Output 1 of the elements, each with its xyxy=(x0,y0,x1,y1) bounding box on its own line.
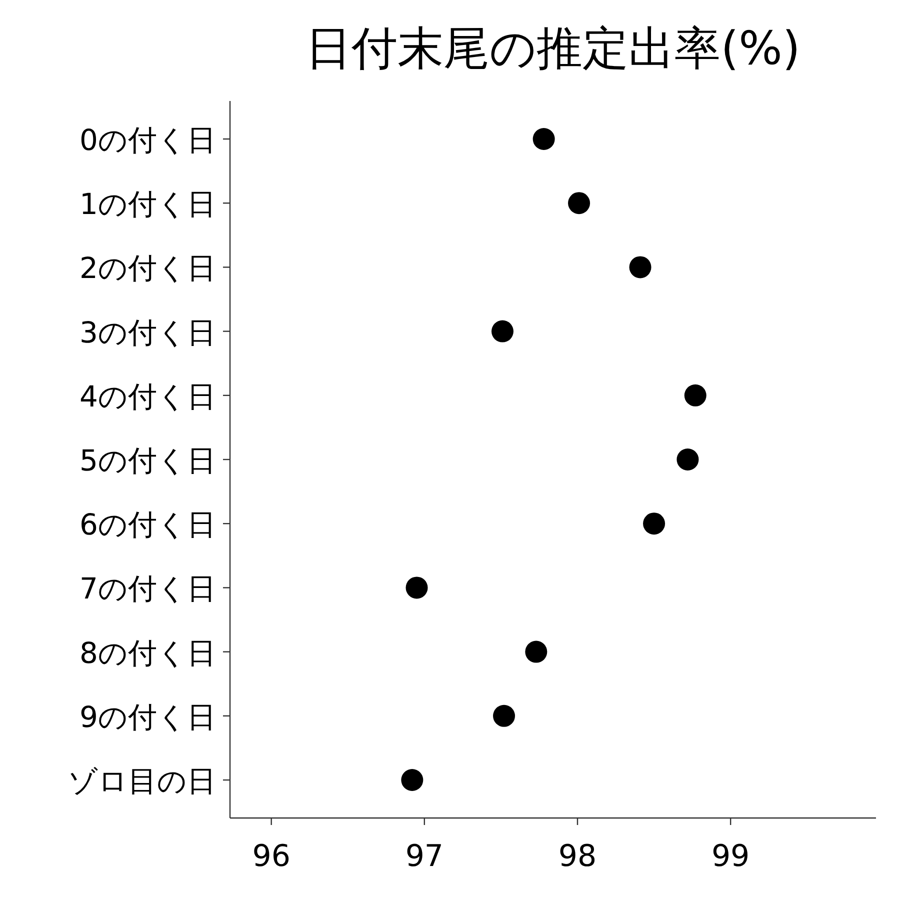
title: 日付末尾の推定出率(%) xyxy=(306,21,800,75)
